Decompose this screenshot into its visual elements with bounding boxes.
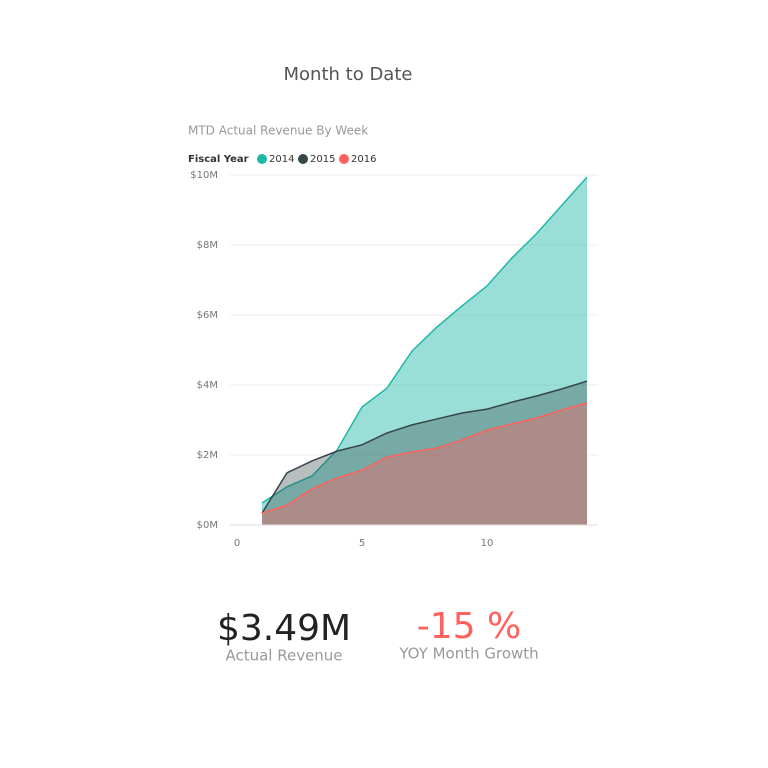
y-tick-label: $6M xyxy=(197,310,218,321)
legend-marker xyxy=(257,154,267,164)
line xyxy=(261,402,588,514)
legend-marker xyxy=(298,154,308,164)
area xyxy=(262,381,587,525)
card-label: Actual Revenue xyxy=(225,647,342,665)
page-title: Month to Date xyxy=(284,64,413,85)
chart-title: MTD Actual Revenue By Week xyxy=(188,124,368,138)
legend-marker xyxy=(339,154,349,164)
line xyxy=(261,380,588,514)
card-value: -15 % xyxy=(417,606,521,647)
legend-title: Fiscal Year xyxy=(188,154,249,165)
y-tick-label: $2M xyxy=(197,450,218,461)
y-tick-label: $4M xyxy=(197,380,218,391)
y-tick-label: $8M xyxy=(197,240,218,251)
card-value: $3.49M xyxy=(217,608,351,649)
area xyxy=(262,402,587,525)
y-tick-label: $0M xyxy=(197,520,218,531)
x-tick-label: 0 xyxy=(234,538,240,549)
card-label: YOY Month Growth xyxy=(398,645,538,663)
legend-label: 2014 xyxy=(269,154,294,165)
x-tick-label: 5 xyxy=(359,538,365,549)
area xyxy=(262,177,587,525)
legend-label: 2015 xyxy=(310,154,335,165)
legend-label: 2016 xyxy=(351,154,376,165)
y-tick-label: $10M xyxy=(190,170,218,181)
line xyxy=(261,176,588,504)
x-tick-label: 10 xyxy=(481,538,494,549)
